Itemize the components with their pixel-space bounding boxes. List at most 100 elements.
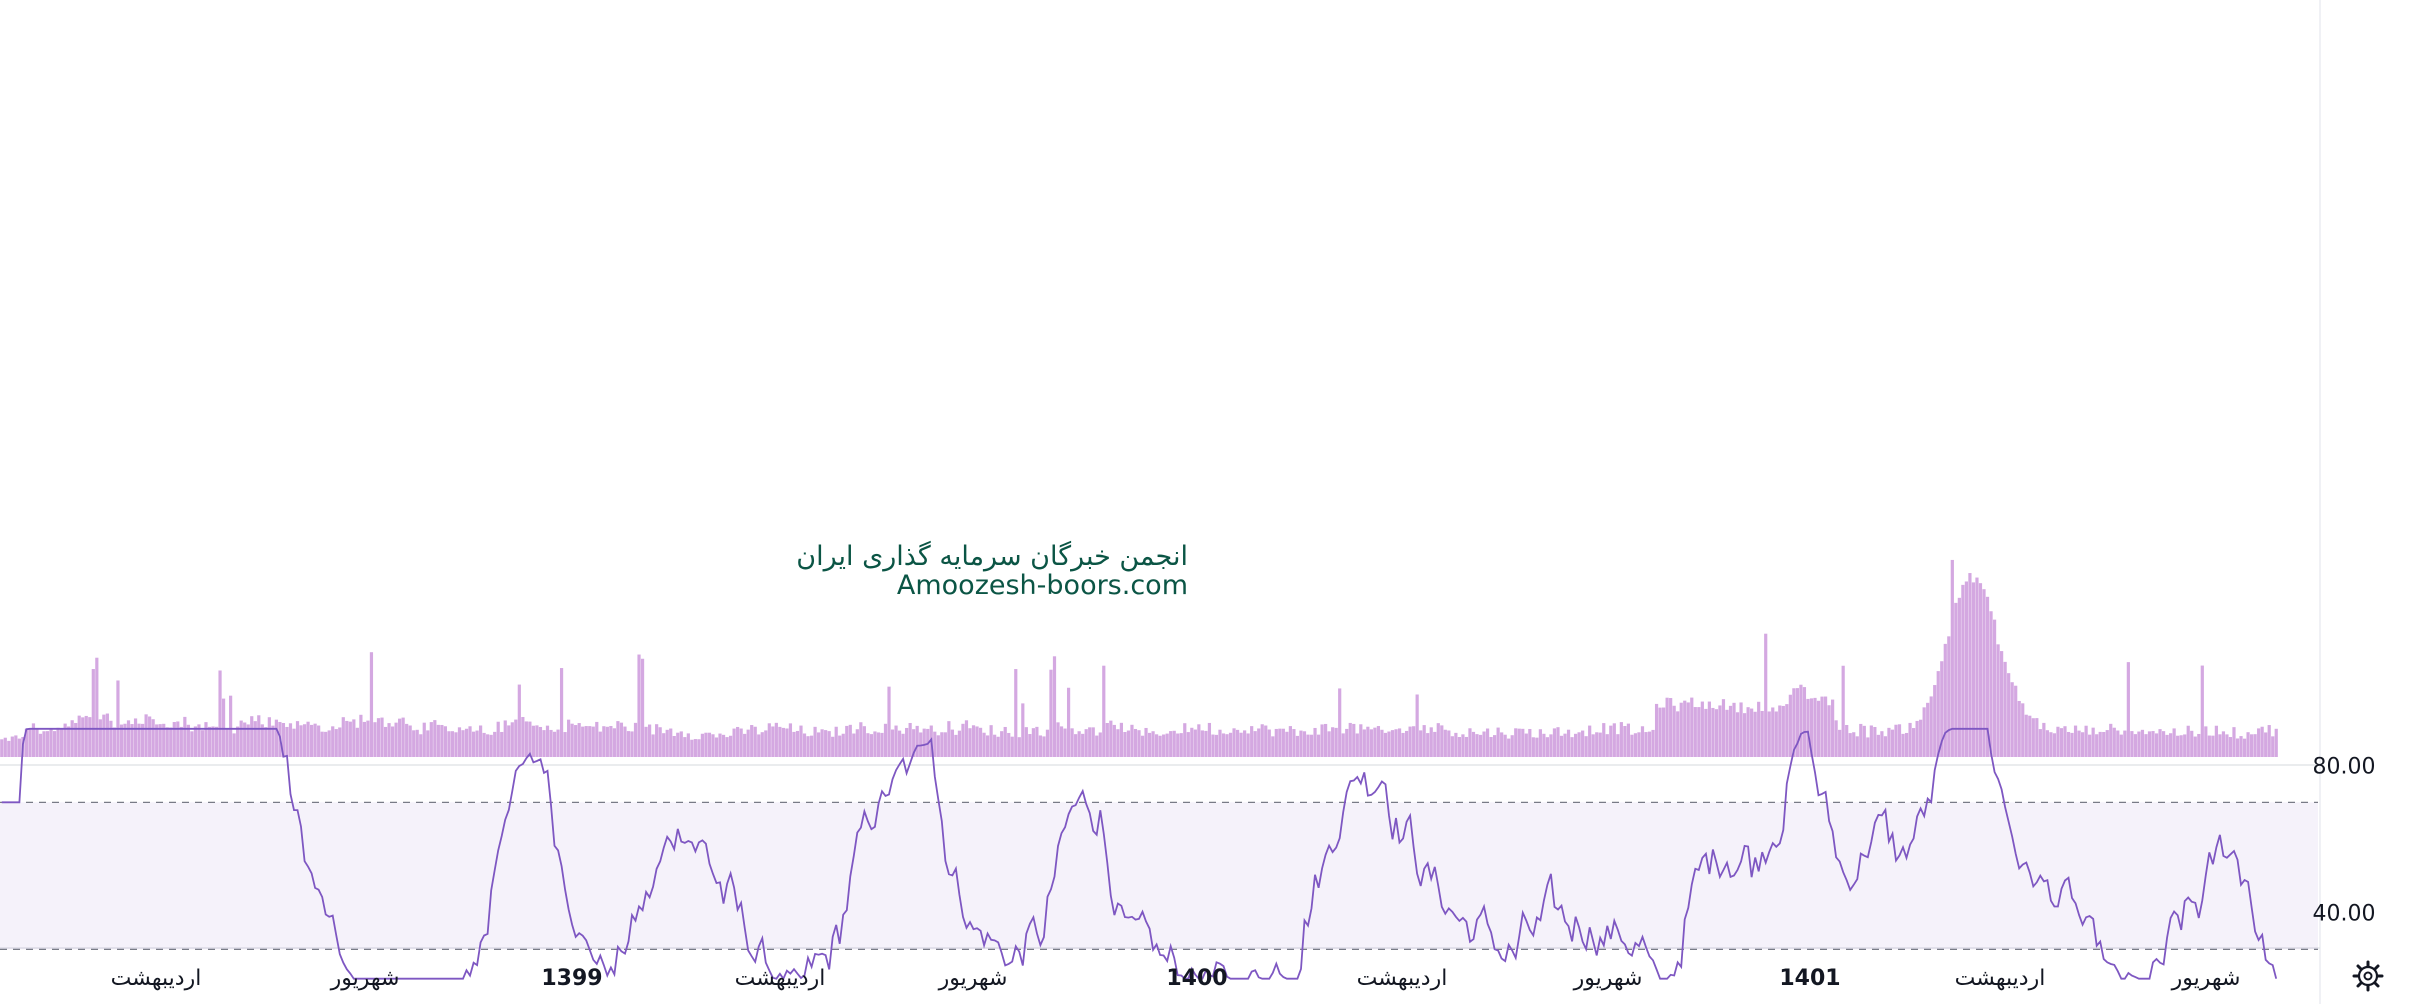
volume-bar [155, 724, 159, 757]
volume-bar [1447, 730, 1451, 757]
volume-bar [1581, 730, 1585, 757]
volume-bar [2038, 729, 2042, 757]
volume-bar [478, 725, 483, 757]
volume-bar [2190, 730, 2194, 757]
volume-bar [1785, 704, 1789, 757]
volume-bar [2084, 725, 2088, 757]
volume-bar [1816, 700, 1821, 757]
volume-bar [1098, 732, 1102, 757]
volume-bar [802, 733, 807, 757]
volume-bar [267, 717, 271, 757]
volume-bar [1640, 726, 1645, 757]
volume-bar [1683, 700, 1687, 757]
volume-bar [309, 724, 314, 757]
volume-bar [774, 722, 778, 757]
volume-bar [1651, 729, 1655, 757]
volume-bar [183, 716, 187, 757]
volume-bar [236, 726, 240, 757]
volume-bar [1915, 720, 1919, 757]
volume-bar [588, 726, 592, 757]
volume-bar [873, 731, 877, 757]
volume-bar [535, 725, 539, 757]
volume-bar [1316, 734, 1321, 757]
volume-bar [693, 739, 697, 757]
volume-bar [2193, 736, 2197, 757]
volume-bar [468, 726, 472, 757]
volume-bar [1126, 730, 1131, 757]
volume-bar [1475, 734, 1479, 757]
volume-bar [327, 730, 331, 757]
time-tick-label: شهریور [2171, 966, 2241, 991]
volume-bar [1478, 734, 1483, 757]
volume-bar [1260, 724, 1264, 757]
volume-bar [345, 720, 349, 757]
volume-bar [961, 723, 965, 757]
volume-bar [986, 735, 990, 757]
volume-bar [1662, 707, 1666, 757]
volume-bar [1183, 723, 1187, 757]
volume-bar [869, 734, 874, 757]
volume-bar [1281, 728, 1285, 757]
time-tick-label: 1401 [1779, 966, 1840, 991]
volume-bar [331, 726, 335, 757]
volume-bar [204, 722, 208, 757]
volume-bar [1468, 728, 1472, 757]
gear-icon[interactable] [2352, 960, 2384, 992]
volume-bar [1911, 728, 1916, 757]
volume-bar [665, 729, 669, 757]
volume-bar [383, 726, 388, 757]
volume-bar [1207, 722, 1212, 757]
volume-bar [672, 736, 676, 757]
volume-bar [1566, 729, 1571, 757]
volume-bar [746, 729, 750, 757]
volume-bar [1450, 736, 1454, 757]
volume-bar [1989, 611, 1993, 757]
volume-bar [109, 720, 113, 757]
volume-bar [2052, 733, 2057, 757]
volume-bar [1028, 734, 1032, 757]
volume-bar [2112, 727, 2116, 757]
volume-bar [897, 730, 902, 757]
volume-bar [169, 727, 173, 757]
volume-bar [817, 732, 821, 757]
volume-bar [2147, 731, 2152, 757]
volume-bar [545, 725, 550, 757]
volume-bar [292, 728, 296, 757]
volume-bar [190, 731, 194, 757]
volume-bar [440, 724, 444, 757]
volume-bar [1535, 737, 1539, 757]
volume-bar [1778, 705, 1782, 757]
volume-bar [2024, 714, 2028, 757]
volume-bar [419, 734, 423, 757]
volume-bar [1109, 720, 1113, 757]
volume-bar [271, 725, 275, 757]
volume-bar [662, 733, 666, 757]
volume-bar [602, 726, 606, 757]
volume-bar [1373, 727, 1377, 757]
volume-bar [647, 724, 652, 757]
time-tick-label: اردیبهشت [111, 966, 202, 991]
time-tick-label: اردیبهشت [735, 966, 826, 991]
volume-bar [338, 727, 342, 757]
volume-bar [1288, 726, 1292, 757]
volume-bar [1943, 643, 1947, 757]
volume-bar [1665, 697, 1669, 757]
volume-bar [1376, 726, 1381, 757]
rsi-tick-label: 40.00 [2313, 902, 2376, 927]
volume-bar [852, 733, 856, 757]
volume-bar [704, 732, 708, 757]
volume-bar [633, 722, 638, 757]
volume-bar [1880, 731, 1884, 757]
volume-bar [1394, 729, 1398, 757]
volume-bar [253, 721, 257, 757]
volume-bar [197, 724, 201, 757]
volume-bar [461, 730, 465, 757]
volume-bar [2211, 735, 2215, 757]
volume-bar [799, 725, 803, 757]
volume-bar [1964, 581, 1969, 757]
volume-bar [144, 714, 148, 757]
volume-bar [1147, 732, 1152, 757]
volume-bar [2130, 731, 2134, 757]
